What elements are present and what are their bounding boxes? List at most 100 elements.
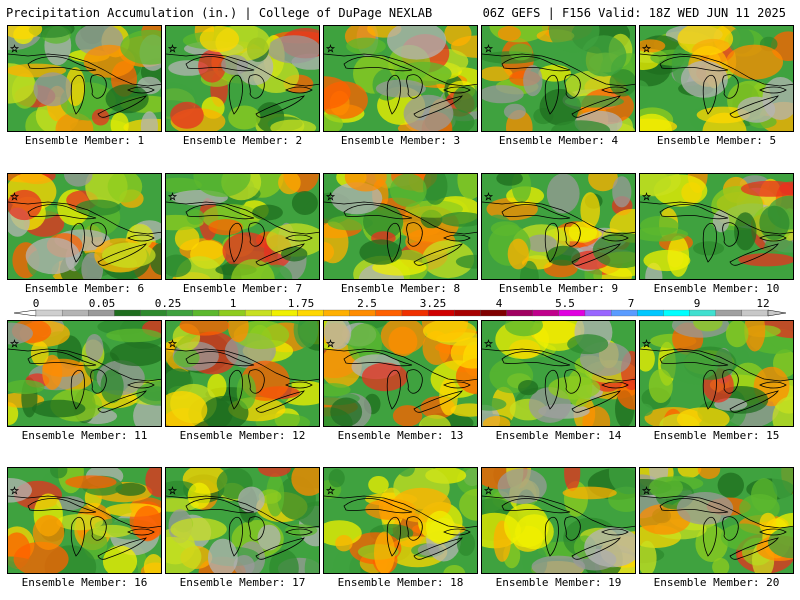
international-border (324, 201, 477, 235)
precip-blob (640, 174, 681, 197)
international-border (482, 495, 635, 529)
great-lake-outline (571, 537, 621, 560)
precip-blob (228, 105, 261, 130)
precip-blob (32, 399, 86, 418)
great-lake-outline (285, 528, 313, 536)
precip-blob (166, 177, 202, 193)
legend-swatch (297, 309, 324, 317)
precip-map: ☆ (324, 321, 477, 426)
great-lake-outline (343, 56, 413, 72)
great-lake-outline (601, 234, 629, 242)
legend-tick-label: 0.05 (89, 297, 116, 310)
panel-label: Ensemble Member: 15 (653, 429, 780, 442)
precip-blob (363, 203, 404, 240)
precip-blob (140, 111, 158, 131)
star-icon: ☆ (642, 486, 651, 497)
precip-blob (744, 321, 766, 352)
precip-blob (693, 241, 725, 256)
international-border (324, 348, 477, 382)
precip-blob (105, 84, 149, 114)
precip-blob (170, 101, 204, 129)
precip-blob (712, 558, 730, 573)
precip-blob (201, 395, 249, 426)
legend-swatch (323, 309, 350, 317)
legend-swatch (401, 309, 429, 317)
precip-blob (327, 215, 373, 231)
precip-blob (564, 468, 581, 492)
legend-tick-label: 2.5 (357, 297, 377, 310)
great-lake-outline (659, 204, 729, 220)
great-lake-outline (722, 369, 739, 394)
great-lake-outline (27, 56, 97, 72)
international-border (324, 53, 477, 87)
great-lake-outline (759, 528, 787, 536)
international-border (482, 201, 635, 235)
panel-label: Ensemble Member: 11 (21, 429, 148, 442)
star-icon: ☆ (168, 486, 177, 497)
ensemble-map-16: ☆ (7, 467, 162, 574)
star-icon: ☆ (10, 192, 19, 203)
great-lake-outline (90, 369, 107, 394)
great-lake-outline (248, 74, 265, 99)
precip-blob (324, 321, 352, 350)
great-lake-outline (27, 351, 97, 367)
great-lake-outline (285, 234, 313, 242)
precip-blob (531, 555, 586, 573)
precip-map: ☆ (482, 321, 635, 426)
precip-blob (236, 374, 257, 410)
panel-label: Ensemble Member: 6 (24, 282, 145, 295)
precip-blob (712, 210, 730, 233)
international-border (166, 495, 319, 529)
great-lake-outline (97, 243, 147, 266)
great-lake-outline (248, 516, 265, 541)
panel-label: Ensemble Member: 18 (337, 576, 464, 589)
panel-label: Ensemble Member: 5 (656, 134, 777, 147)
star-icon: ☆ (326, 339, 335, 350)
legend-tick-label: 9 (694, 297, 701, 310)
star-icon: ☆ (326, 486, 335, 497)
legend-swatch (610, 309, 638, 317)
precip-map: ☆ (166, 468, 319, 573)
precip-blob (496, 174, 523, 186)
great-lake-outline (127, 86, 155, 94)
star-icon: ☆ (484, 339, 493, 350)
great-lake-outline (386, 222, 401, 263)
ensemble-map-10: ☆ (639, 173, 794, 280)
great-lake-outline (413, 243, 463, 266)
international-border (8, 348, 161, 382)
precip-map: ☆ (8, 174, 161, 279)
precip-blob (422, 240, 475, 279)
precip-blob (584, 527, 635, 568)
precip-blob (91, 108, 110, 126)
star-icon: ☆ (326, 44, 335, 55)
great-lake-outline (544, 369, 559, 410)
ensemble-map-12: ☆ (165, 320, 320, 427)
precip-blob (546, 174, 580, 214)
precip-blob (193, 174, 251, 197)
precip-map: ☆ (166, 174, 319, 279)
precip-blob (394, 61, 452, 86)
precip-blob (403, 94, 454, 131)
precip-blob (676, 492, 734, 525)
legend-swatch (114, 309, 141, 317)
great-lake-outline (406, 369, 423, 394)
precip-blob (580, 192, 600, 229)
precip-blob (538, 64, 571, 82)
precip-blob (608, 468, 635, 495)
legend-tick-label: 0 (33, 297, 40, 310)
international-border (640, 201, 793, 235)
great-lake-outline (501, 204, 571, 220)
precip-blob (330, 397, 363, 426)
panel-label: Ensemble Member: 10 (653, 282, 780, 295)
great-lake-outline (406, 222, 423, 247)
precip-map: ☆ (640, 174, 793, 279)
ensemble-map-9: ☆ (481, 173, 636, 280)
star-icon: ☆ (326, 192, 335, 203)
legend-swatch (532, 309, 560, 317)
great-lake-outline (722, 222, 739, 247)
great-lake-outline (185, 498, 255, 514)
precip-blob (33, 72, 72, 107)
precip-blob (676, 407, 730, 426)
legend-tick-label: 5.5 (555, 297, 575, 310)
precip-blob (344, 174, 387, 192)
